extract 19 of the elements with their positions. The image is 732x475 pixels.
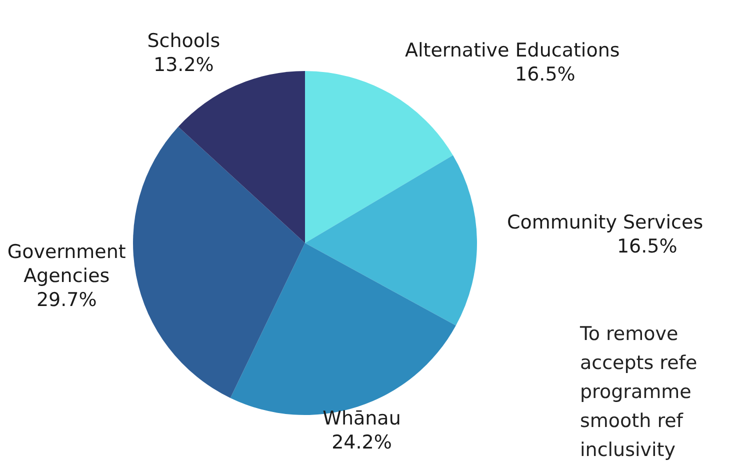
text: inclusivity <box>580 438 676 463</box>
pie-slice <box>178 71 305 243</box>
slice-label: Whānau <box>322 407 401 430</box>
slice-label: Community Services <box>506 212 704 234</box>
pie-slice <box>305 155 477 326</box>
slice-label: Alternative Educations <box>404 39 620 62</box>
slice-label: Government Agencies <box>7 241 126 288</box>
data-label: 16.5% <box>616 236 678 258</box>
text: To remove <box>580 322 680 347</box>
data-label: 16.5% <box>514 63 576 86</box>
text: programme <box>580 380 692 405</box>
text: smooth ref <box>580 409 684 434</box>
slice-label: Schools <box>147 30 220 52</box>
data-label: 24.2% <box>332 431 392 454</box>
data-label: 13.2% <box>154 54 214 76</box>
pie-slice <box>305 71 453 243</box>
pie-slice <box>133 126 305 398</box>
text: accepts refe <box>580 351 698 376</box>
data-label: 29.7% <box>36 289 97 312</box>
